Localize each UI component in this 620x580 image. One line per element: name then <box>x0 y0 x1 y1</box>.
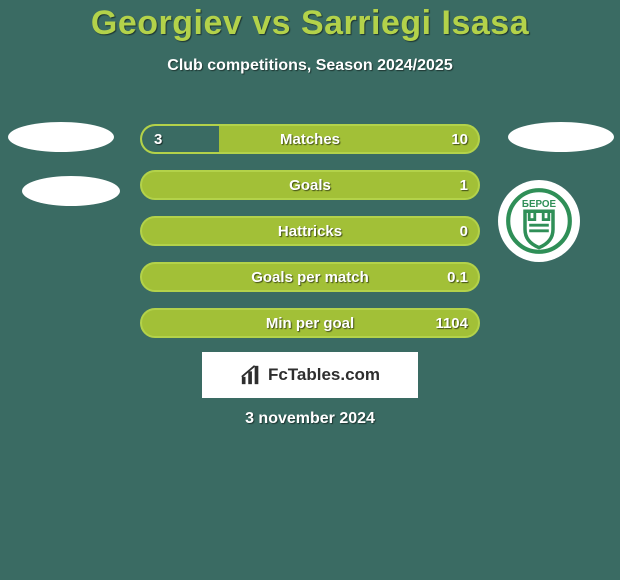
brand-text: FcTables.com <box>268 365 380 385</box>
stat-bar: Hattricks 0 <box>140 216 480 246</box>
snapshot-date: 3 november 2024 <box>245 410 375 428</box>
beroe-crest-icon: БЕРОЕ <box>504 186 574 256</box>
stat-bars: 3 Matches 10 Goals 1 Hattricks 0 Goals per matc… <box>140 124 480 354</box>
left-club-logo-2 <box>22 176 120 206</box>
bar-chart-icon <box>240 364 262 386</box>
stat-bar: Goals per match 0.1 <box>140 262 480 292</box>
stat-name: Hattricks <box>278 223 342 240</box>
subtitle: Club competitions, Season 2024/2025 <box>0 57 620 75</box>
right-club-badge-beroe: БЕРОЕ <box>498 180 580 262</box>
right-club-logo-1 <box>508 122 614 152</box>
stat-name: Matches <box>280 131 340 148</box>
left-club-logo-1 <box>8 122 114 152</box>
stat-value-right: 10 <box>451 131 468 148</box>
page-title: Georgiev vs Sarriegi Isasa <box>0 4 620 43</box>
stat-bar: 3 Matches 10 <box>140 124 480 154</box>
stat-name: Goals <box>289 177 331 194</box>
stat-value-right: 1 <box>460 177 468 194</box>
stat-value-right: 0 <box>460 223 468 240</box>
stat-name: Goals per match <box>251 269 369 286</box>
stat-value-right: 1104 <box>435 315 468 332</box>
comparison-card: Georgiev vs Sarriegi Isasa Club competit… <box>0 0 620 580</box>
stat-name: Min per goal <box>266 315 354 332</box>
brand-watermark: FcTables.com <box>202 352 418 398</box>
stat-value-right: 0.1 <box>447 269 468 286</box>
stat-bar: Goals 1 <box>140 170 480 200</box>
stat-value-left: 3 <box>154 131 162 148</box>
svg-text:БЕРОЕ: БЕРОЕ <box>522 199 557 210</box>
stat-bar: Min per goal 1104 <box>140 308 480 338</box>
